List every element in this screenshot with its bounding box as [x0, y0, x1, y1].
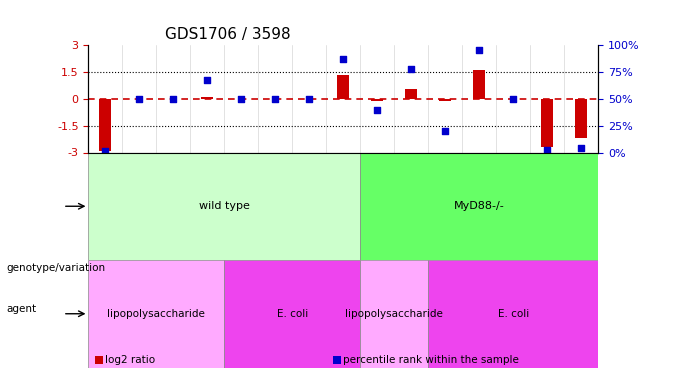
- Text: GDS1706 / 3598: GDS1706 / 3598: [165, 27, 290, 42]
- Point: [168, 96, 179, 102]
- Bar: [405, 89, 418, 99]
- FancyBboxPatch shape: [428, 260, 598, 368]
- Point: [100, 148, 111, 154]
- FancyBboxPatch shape: [88, 153, 360, 260]
- Bar: [575, 99, 588, 138]
- Point: [440, 128, 451, 134]
- Text: E. coli: E. coli: [498, 309, 529, 319]
- Point: [474, 47, 485, 53]
- Bar: [439, 99, 452, 102]
- FancyBboxPatch shape: [88, 260, 224, 368]
- Point: [576, 145, 587, 151]
- FancyBboxPatch shape: [224, 260, 360, 368]
- Text: genotype/variation: genotype/variation: [7, 263, 106, 273]
- Text: lipopolysaccharide: lipopolysaccharide: [345, 309, 443, 319]
- Bar: [371, 99, 384, 102]
- Text: E. coli: E. coli: [277, 309, 308, 319]
- Point: [372, 106, 383, 112]
- Text: agent: agent: [7, 304, 37, 314]
- Point: [270, 96, 281, 102]
- Point: [406, 66, 417, 72]
- FancyBboxPatch shape: [360, 153, 598, 260]
- Point: [508, 96, 519, 102]
- Point: [338, 56, 349, 62]
- FancyBboxPatch shape: [360, 260, 428, 368]
- Bar: [201, 97, 214, 99]
- Bar: [337, 75, 350, 99]
- Text: percentile rank within the sample: percentile rank within the sample: [343, 355, 520, 365]
- Text: lipopolysaccharide: lipopolysaccharide: [107, 309, 205, 319]
- Point: [202, 78, 213, 84]
- Point: [304, 96, 315, 102]
- Text: wild type: wild type: [199, 201, 250, 211]
- Point: [542, 147, 553, 153]
- Bar: [541, 99, 554, 147]
- Bar: [473, 70, 486, 99]
- Bar: [99, 99, 112, 151]
- Point: [134, 96, 145, 102]
- Text: MyD88-/-: MyD88-/-: [454, 201, 505, 211]
- Point: [236, 96, 247, 102]
- Text: log2 ratio: log2 ratio: [105, 355, 156, 365]
